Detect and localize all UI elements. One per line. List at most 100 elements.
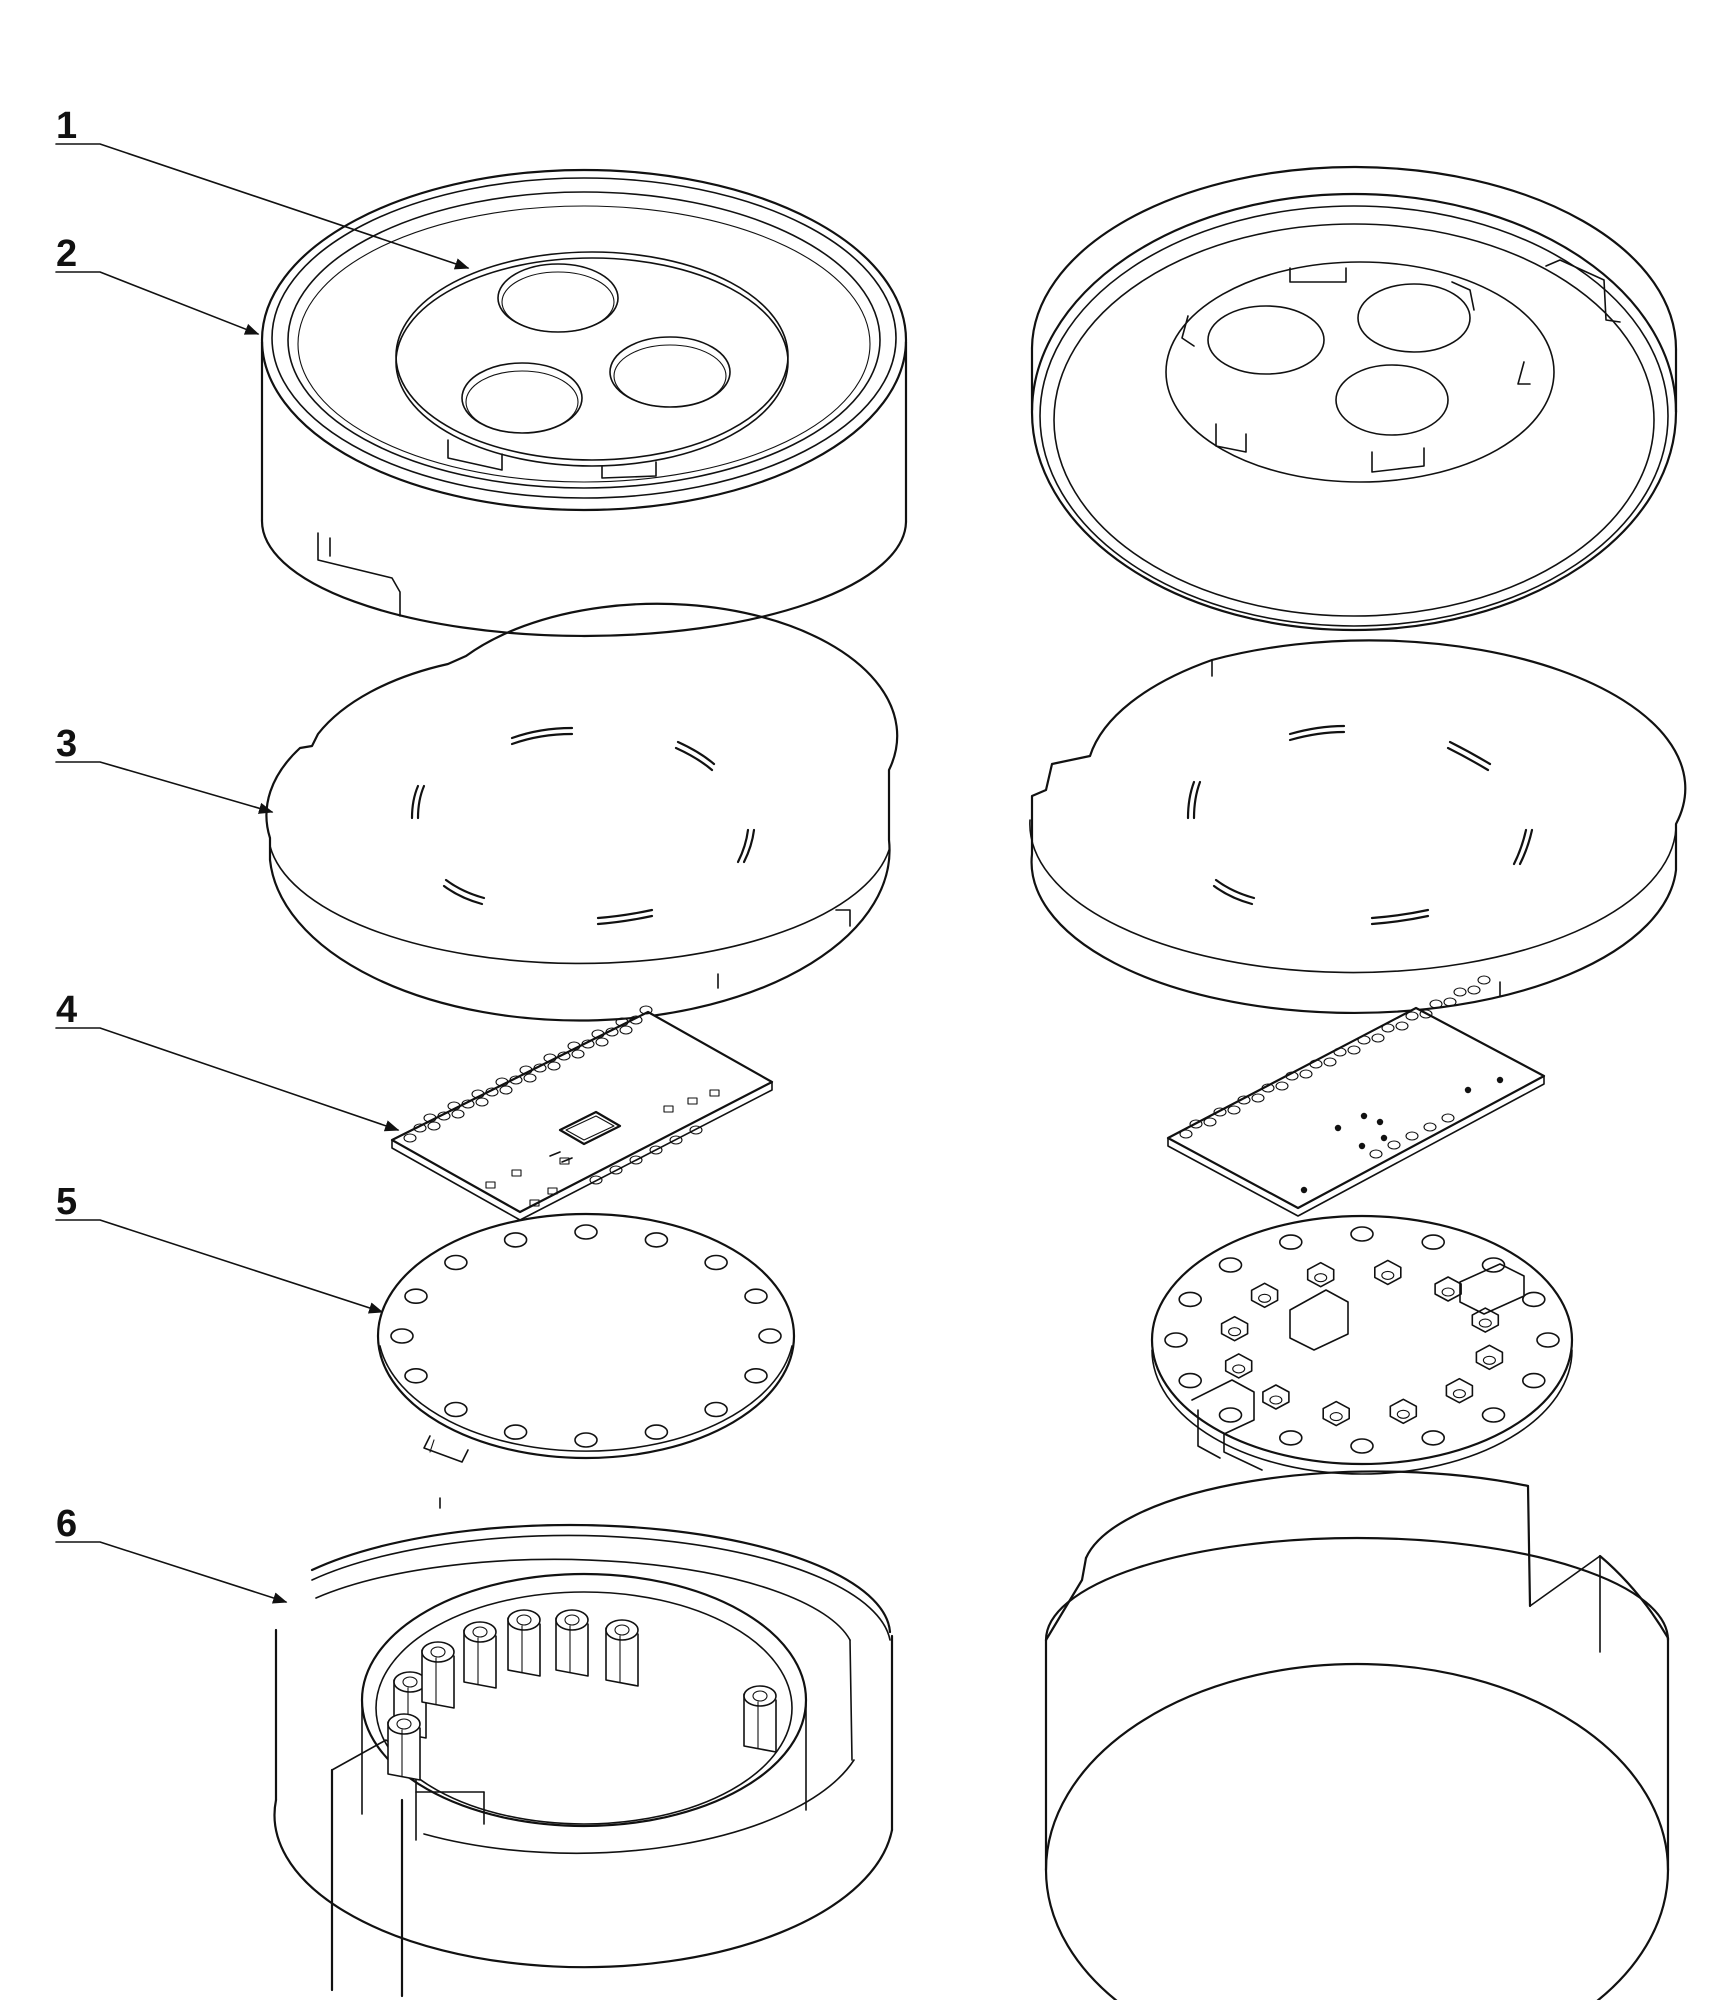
mounting-hole xyxy=(1481,1407,1506,1423)
part-6-base-right xyxy=(1044,1470,1670,2000)
pcb-component xyxy=(529,1199,540,1207)
pcb-pad xyxy=(581,1039,595,1049)
pcb-pad xyxy=(1477,975,1491,985)
mounting-hole xyxy=(1421,1234,1445,1250)
part-3-diffuser-right xyxy=(1029,639,1687,1015)
led-socket xyxy=(1475,1344,1504,1371)
pcb-pad xyxy=(403,1133,417,1143)
pcb-pad xyxy=(1467,985,1481,995)
pcb-pad xyxy=(1419,1009,1433,1019)
mounting-hole xyxy=(1350,1226,1374,1242)
tower-hole xyxy=(396,1718,412,1730)
pcb-pad xyxy=(523,1073,537,1083)
pcb-pad xyxy=(1309,1059,1323,1069)
pcb-pad xyxy=(639,1005,653,1015)
mounting-hole xyxy=(1536,1332,1560,1348)
pcb-pad xyxy=(1429,999,1443,1009)
tower-hole xyxy=(614,1624,630,1636)
pcb-pad xyxy=(595,1037,609,1047)
mounting-hole xyxy=(1481,1257,1506,1273)
callout-2-label: 2 xyxy=(56,233,77,275)
callout-2: 2 xyxy=(55,233,260,335)
callout-5-label: 5 xyxy=(56,1181,77,1223)
mounting-hole xyxy=(404,1368,428,1384)
tower-hole xyxy=(402,1676,418,1688)
mounting-hole xyxy=(1522,1372,1546,1389)
tower-top xyxy=(387,1713,421,1735)
tower-body xyxy=(463,1629,497,1689)
tower-top xyxy=(463,1621,497,1643)
callout-4-leader xyxy=(55,1027,400,1132)
pcb-pad xyxy=(1453,987,1467,997)
pcb-pad xyxy=(1213,1107,1227,1117)
base-left-towers xyxy=(387,1609,777,1781)
pcb-via xyxy=(1380,1134,1388,1142)
part-2-cover-right xyxy=(1030,165,1678,632)
pcb-pad xyxy=(1203,1117,1217,1127)
pcb-pad xyxy=(1237,1095,1251,1105)
part-3-diffuser-left xyxy=(265,602,899,1022)
led-socket-hole xyxy=(1381,1270,1395,1280)
pcb-pad xyxy=(499,1085,513,1095)
pcb-pad xyxy=(605,1027,619,1037)
mounting-hole xyxy=(1522,1291,1546,1308)
pcb-component xyxy=(663,1105,674,1113)
led-socket-hole xyxy=(1452,1389,1466,1399)
pcb-pad xyxy=(485,1087,499,1097)
part-2-cover-left xyxy=(260,168,908,638)
mounting-hole xyxy=(704,1401,728,1418)
tower-top xyxy=(507,1609,541,1631)
mounting-hole xyxy=(1279,1430,1303,1446)
pcb-via xyxy=(1496,1076,1504,1084)
pcb-pad xyxy=(1333,1047,1347,1057)
led-socket xyxy=(1306,1261,1335,1288)
pcb-pad xyxy=(1275,1081,1289,1091)
callout-1: 1 xyxy=(55,105,470,270)
pcb-pad xyxy=(689,1125,703,1135)
pcb-pad xyxy=(619,1025,633,1035)
mounting-hole xyxy=(390,1328,414,1344)
led-socket xyxy=(1389,1398,1418,1425)
part-4-pcb-left xyxy=(390,1005,774,1221)
led-socket xyxy=(1220,1315,1249,1342)
led-board-left-holes xyxy=(390,1224,782,1448)
led-socket xyxy=(1250,1282,1279,1309)
mounting-hole xyxy=(644,1424,669,1440)
pcb-pad xyxy=(669,1135,683,1145)
pcb-pad xyxy=(1443,997,1457,1007)
pcb-pad xyxy=(1299,1069,1313,1079)
mounting-hole xyxy=(744,1368,768,1384)
pcb-pad xyxy=(589,1175,603,1185)
pcb-via xyxy=(1376,1118,1384,1126)
mounting-hole xyxy=(1164,1332,1188,1348)
part-6-base-left xyxy=(273,1497,894,1998)
callout-6: 6 xyxy=(55,1503,288,1604)
led-socket-hole xyxy=(1232,1364,1246,1374)
pcb-pad xyxy=(1395,1021,1409,1031)
tower-body xyxy=(387,1721,421,1781)
tower-top xyxy=(743,1685,777,1707)
pcb-via xyxy=(1334,1124,1342,1132)
pcb-pad xyxy=(1261,1083,1275,1093)
mounting-hole xyxy=(444,1254,468,1271)
led-socket-hole xyxy=(1329,1412,1343,1422)
led-board-right-holes xyxy=(1164,1226,1560,1454)
pcb-pad xyxy=(649,1145,663,1155)
callout-3: 3 xyxy=(55,723,274,814)
pcb-pad xyxy=(629,1155,643,1165)
mounting-hole xyxy=(574,1224,598,1240)
mounting-hole xyxy=(503,1232,528,1248)
part-1-lens-plate-left xyxy=(395,251,789,479)
tower-hole xyxy=(472,1626,488,1638)
pcb-pad xyxy=(461,1099,475,1109)
pcb-via xyxy=(1358,1142,1366,1150)
callout-3-leader xyxy=(55,761,274,814)
pcb-pad xyxy=(1371,1033,1385,1043)
pcb-component xyxy=(511,1169,522,1177)
pcb-pad xyxy=(609,1165,623,1175)
part-5-led-board-left xyxy=(376,1212,796,1463)
led-socket xyxy=(1434,1276,1462,1302)
pcb-pad xyxy=(547,1061,561,1071)
pcb-pad xyxy=(1405,1131,1419,1141)
pcb-pad xyxy=(451,1109,465,1119)
